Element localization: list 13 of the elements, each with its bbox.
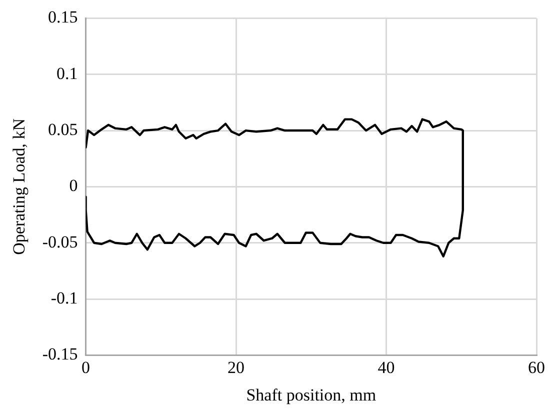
y-tick-label: 0.1 <box>56 64 78 83</box>
y-tick-label: 0.15 <box>48 8 78 27</box>
y-tick-label: 0 <box>69 176 78 196</box>
y-tick-label: -0.1 <box>50 288 78 308</box>
y-tick-label: -0.15 <box>42 344 78 364</box>
x-axis-title: Shaft position, mm <box>246 385 376 404</box>
x-tick-label: 0 <box>82 358 90 377</box>
x-tick-label: 60 <box>528 358 545 377</box>
y-tick-label: -0.05 <box>42 232 78 252</box>
x-tick-label: 40 <box>378 358 395 377</box>
y-axis-title: Operating Load, kN <box>10 118 29 255</box>
y-tick-label: 0.05 <box>48 120 78 139</box>
x-tick-label: 20 <box>228 358 245 377</box>
